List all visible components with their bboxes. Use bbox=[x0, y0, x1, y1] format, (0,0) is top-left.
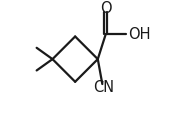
Text: OH: OH bbox=[129, 27, 151, 42]
Text: O: O bbox=[100, 1, 112, 16]
Text: CN: CN bbox=[93, 80, 114, 95]
